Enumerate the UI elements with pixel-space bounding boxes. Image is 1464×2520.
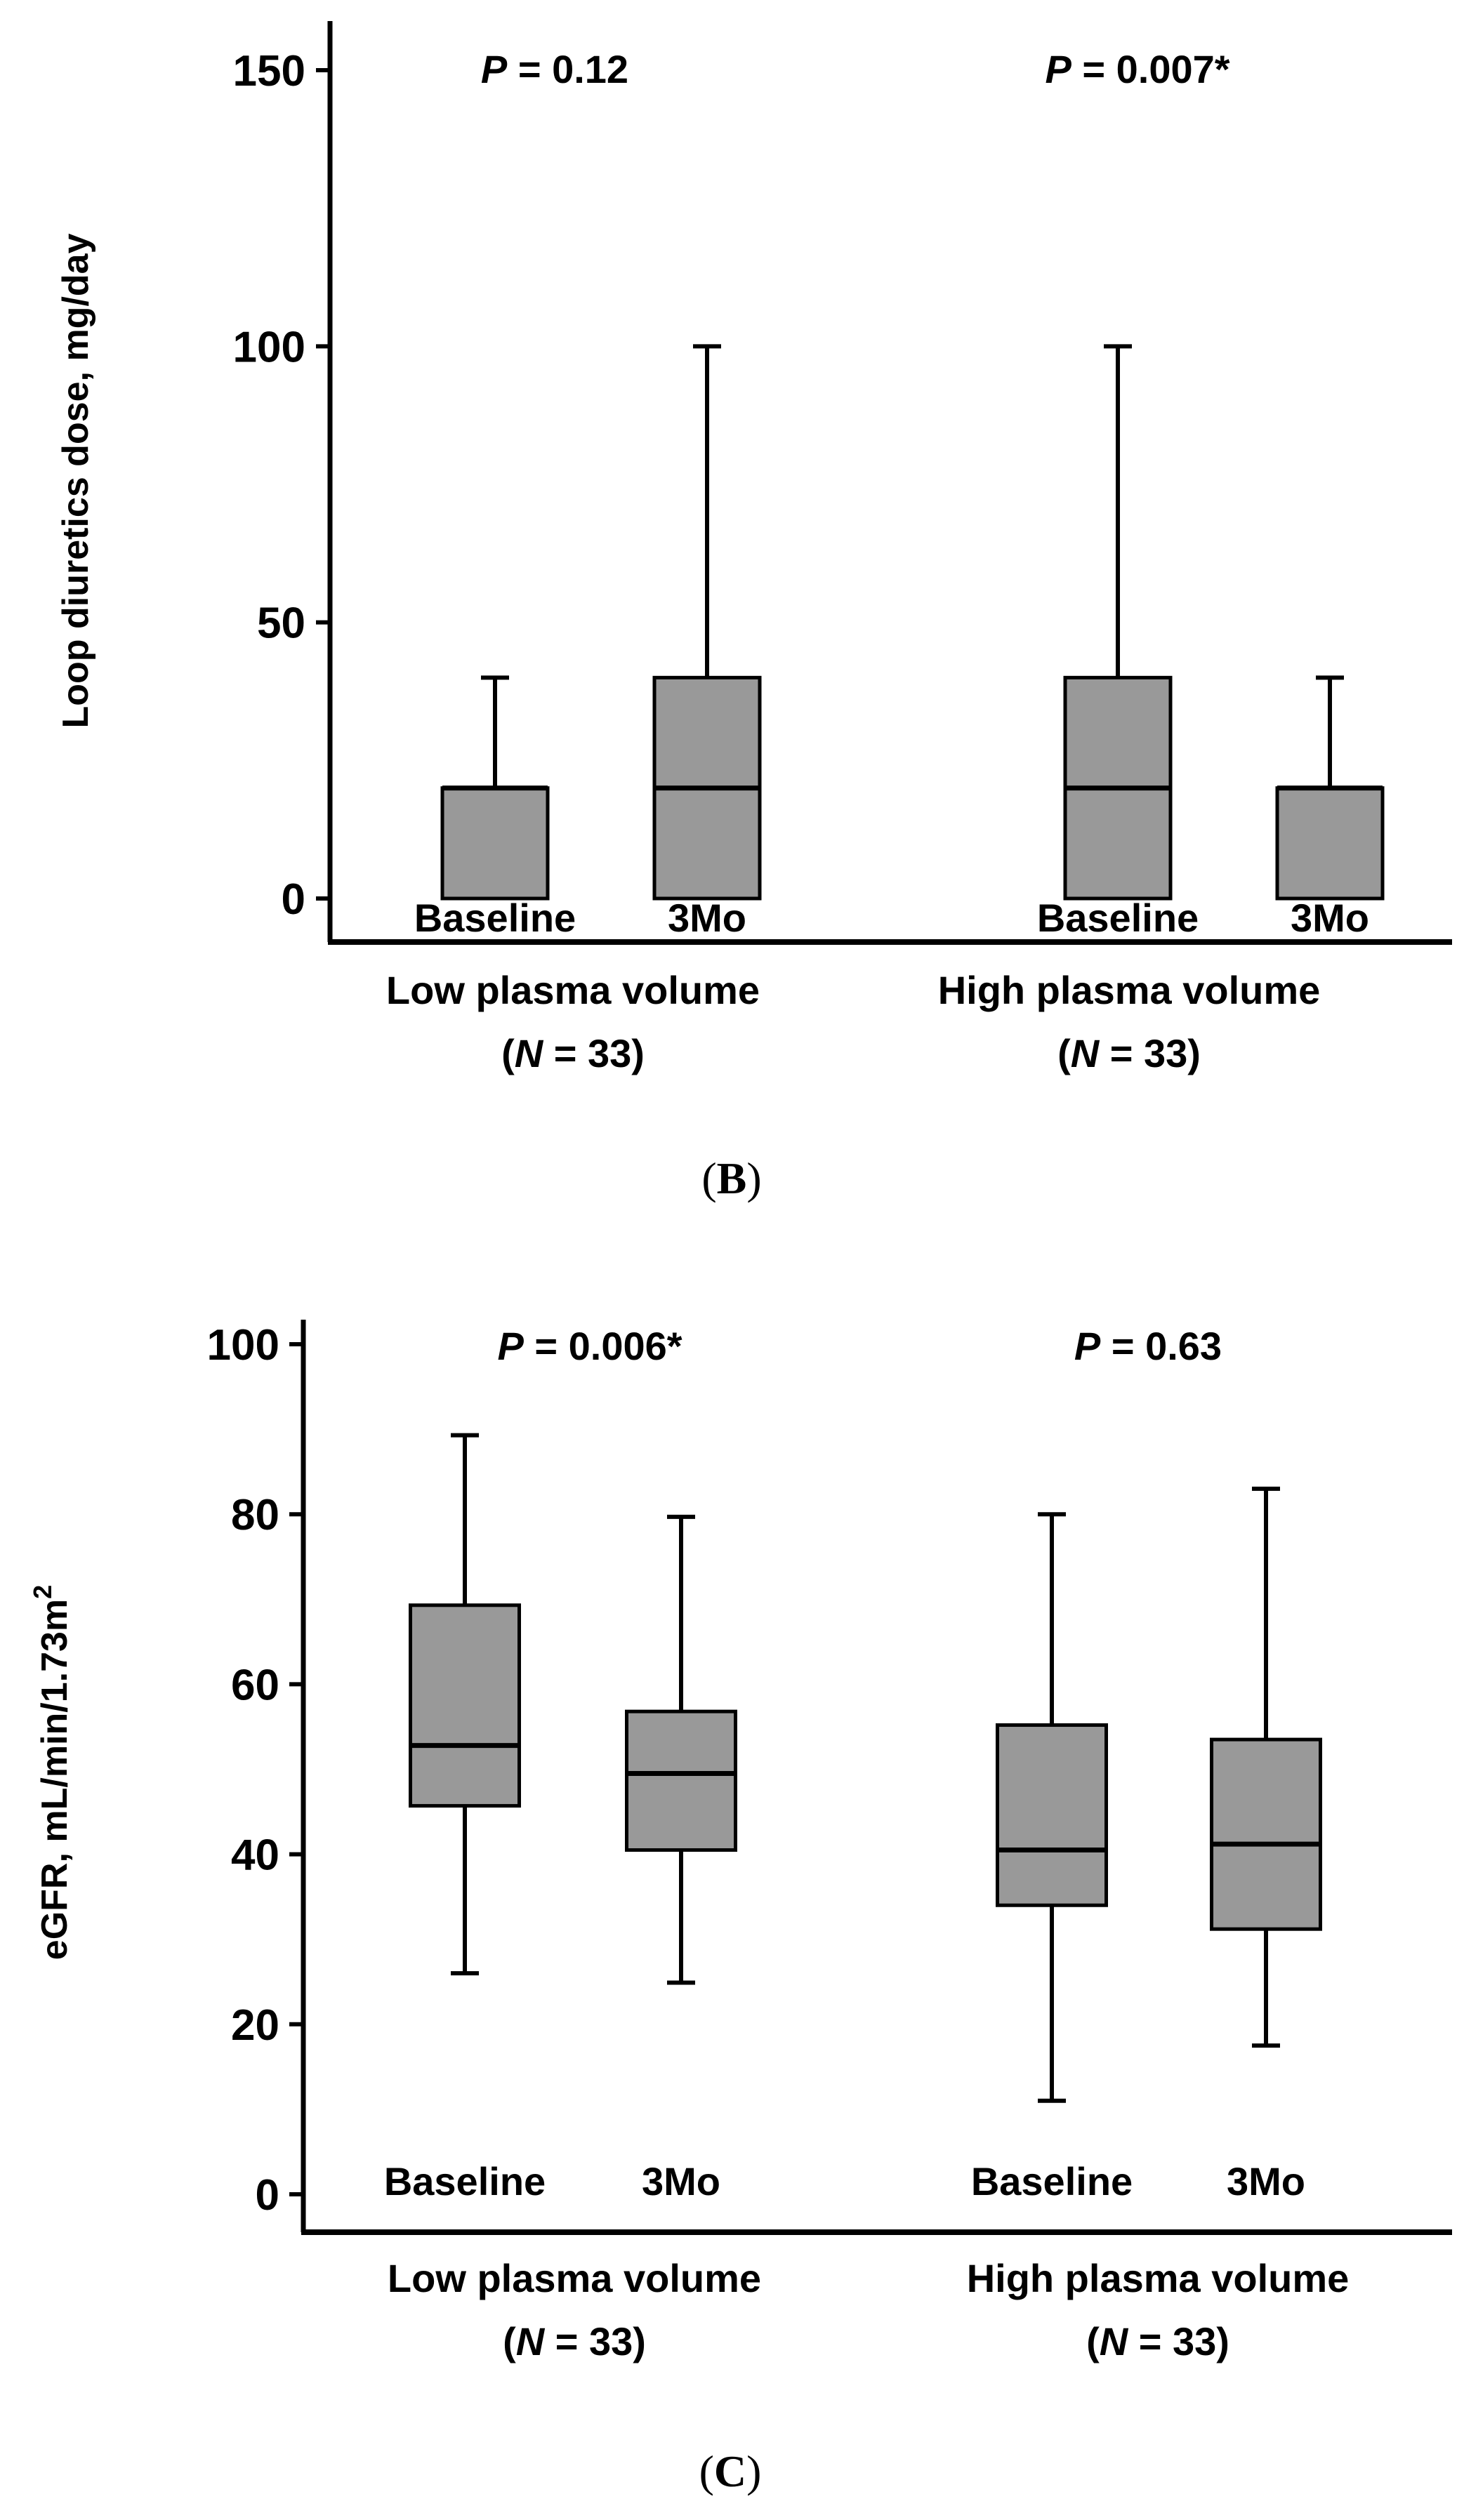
box-category-label: 3Mo: [642, 2159, 720, 2203]
y-tick-label: 0: [256, 2171, 279, 2220]
group-label: Low plasma volume: [386, 968, 760, 1012]
box-low-3mo: [652, 344, 762, 901]
y-tick-label: 150: [233, 47, 305, 95]
group-label: Low plasma volume: [388, 2256, 761, 2300]
box-category-label: Baseline: [1037, 896, 1199, 940]
panel-label: (B): [701, 1153, 761, 1203]
y-axis-label: Loop diuretics dose, mg/day: [55, 233, 96, 728]
y-axis-label: eGFR, mL/min/1.73m2: [28, 1585, 75, 1960]
n-label: (N = 33): [503, 2319, 646, 2363]
box-category-label: Baseline: [414, 896, 576, 940]
y-tick-label: 80: [231, 1491, 279, 1539]
group-label: High plasma volume: [967, 2256, 1350, 2300]
box-iqr: [409, 1603, 521, 1808]
box-category-label: 3Mo: [1227, 2159, 1305, 2203]
box-iqr: [625, 1709, 737, 1852]
box-high-baseline: [996, 1512, 1108, 2103]
box-iqr: [996, 1723, 1108, 1907]
box-category-label: 3Mo: [1291, 896, 1369, 940]
panel-label: (C): [699, 2446, 762, 2496]
y-tick-label: 0: [282, 875, 305, 924]
box-iqr: [440, 786, 550, 901]
n-label: (N = 33): [1057, 1031, 1201, 1075]
y-tick-label: 20: [231, 2001, 279, 2050]
chart-panel-c: 0 20 40 60 80 100 eGFR, mL/min/1.73m2 Baseline 3…: [28, 1320, 1452, 2496]
group-label: High plasma volume: [938, 968, 1321, 1012]
box-high-baseline: [1063, 344, 1173, 901]
p-value-label: P = 0.12: [481, 47, 628, 91]
box-high-3mo: [1275, 675, 1385, 901]
p-value-label: P = 0.006*: [497, 1324, 682, 1368]
box-low-baseline: [440, 675, 550, 901]
box-low-baseline: [409, 1433, 521, 1976]
box-category-label: Baseline: [384, 2159, 546, 2203]
p-value-label: P = 0.63: [1074, 1324, 1222, 1368]
box-low-3mo: [625, 1514, 737, 1985]
p-value-label: P = 0.007*: [1045, 47, 1229, 91]
box-high-3mo: [1210, 1486, 1322, 2048]
chart-panel-b: 0 50 100 150 Loop diuretics dose, mg/day Base…: [55, 21, 1452, 1203]
y-tick-label: 60: [231, 1661, 279, 1709]
box-iqr: [1210, 1737, 1322, 1931]
y-tick-label: 100: [233, 323, 305, 371]
n-label: (N = 33): [501, 1031, 645, 1075]
box-category-label: Baseline: [971, 2159, 1133, 2203]
n-label: (N = 33): [1086, 2319, 1229, 2363]
box-iqr: [1275, 786, 1385, 901]
box-category-label: 3Mo: [668, 896, 746, 940]
y-tick-label: 50: [257, 599, 305, 648]
y-tick-label: 40: [231, 1831, 279, 1880]
y-tick-label: 100: [207, 1321, 279, 1370]
